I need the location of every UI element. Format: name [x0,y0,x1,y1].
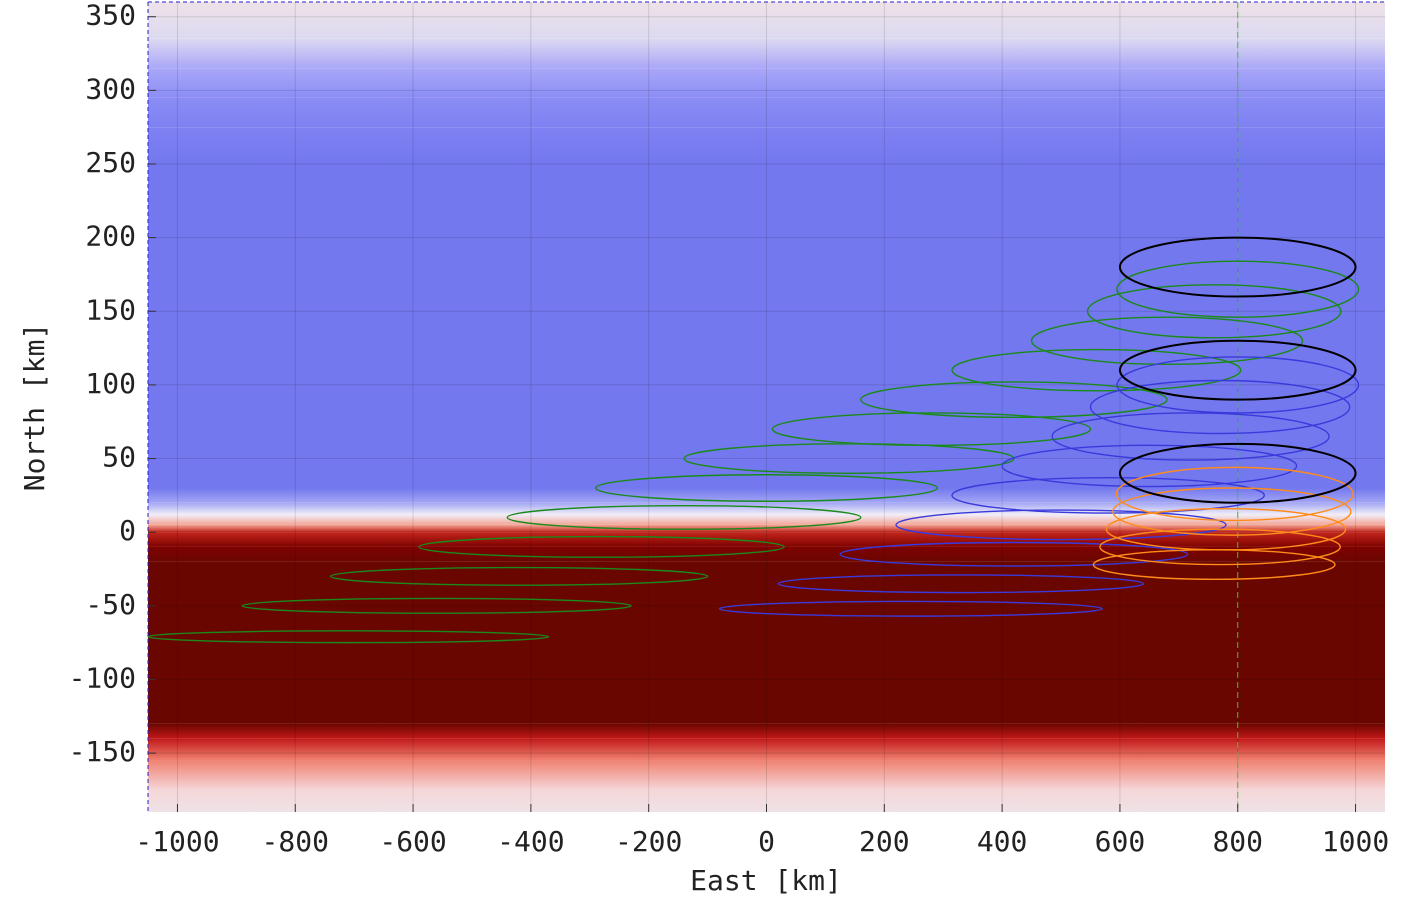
background-band [148,514,1385,525]
tube-ellipse [895,509,1227,541]
y-tick-label: -50 [85,588,136,621]
y-tick-label: 250 [85,146,136,179]
y-axis-label: North [km] [18,323,51,492]
y-tick-label: 100 [85,367,136,400]
background-band [148,68,1385,98]
x-tick-label: -400 [497,825,564,858]
background-band [148,2,1385,39]
tube-ellipse [1105,507,1347,551]
target-ellipse [1118,236,1357,298]
background-band [148,38,1385,69]
y-tick-label: 50 [102,441,136,474]
target-ellipse [1118,339,1357,401]
y-tick-label: 300 [85,72,136,105]
tube-ellipse [1086,284,1342,339]
x-tick-label: 400 [977,825,1028,858]
y-tick-label: 350 [85,0,136,32]
background-band [148,97,1385,128]
x-tick-label: 0 [758,825,775,858]
target-ellipse [1118,442,1357,504]
tube-ellipse [771,412,1092,446]
x-tick-label: -200 [615,825,682,858]
tube-ellipse [1115,466,1354,522]
background-band [148,164,1385,488]
tube-ellipse [1099,528,1341,566]
tube-ellipse [1116,356,1360,414]
tube-ellipse [951,348,1242,392]
tube-ellipse [1030,316,1304,365]
background-band [148,488,1385,503]
tube-ellipse [241,597,632,614]
background-band [148,760,1385,790]
x-tick-label: 1000 [1322,825,1389,858]
tube-ellipse [839,541,1189,567]
tube-ellipse [1089,379,1351,435]
tube-ellipse [860,381,1168,419]
y-tick-label: -100 [69,661,136,694]
background-band [148,546,1385,562]
tube-ellipse [1112,487,1352,536]
tube-ellipse [1051,412,1330,461]
x-tick-label: -1000 [135,825,219,858]
y-tick-label: -150 [69,735,136,768]
tube-ellipse [594,474,939,502]
y-tick-label: 0 [119,514,136,547]
tube-ellipse [718,600,1103,617]
x-tick-label: 800 [1212,825,1263,858]
tube-ellipse [418,535,785,558]
tube-ellipse [777,574,1145,594]
tube-ellipse [147,630,550,644]
x-tick-label: 600 [1095,825,1146,858]
y-tick-label: 150 [85,293,136,326]
background-band [148,789,1385,812]
x-tick-label: -600 [379,825,446,858]
x-tick-label: 200 [859,825,910,858]
tube-ellipse [329,566,709,586]
y-tick-label: 200 [85,220,136,253]
x-tick-label: -800 [262,825,329,858]
tube-ellipse [1116,260,1360,318]
tube-ellipse [951,476,1265,514]
background-band [148,127,1385,164]
background-band [148,723,1385,739]
plot-area [147,2,1385,812]
tube-ellipse [506,504,862,530]
tube-ellipse [1001,444,1298,488]
x-axis-label: East [km] [690,864,842,897]
background-band [148,502,1385,515]
background-band [148,738,1385,761]
